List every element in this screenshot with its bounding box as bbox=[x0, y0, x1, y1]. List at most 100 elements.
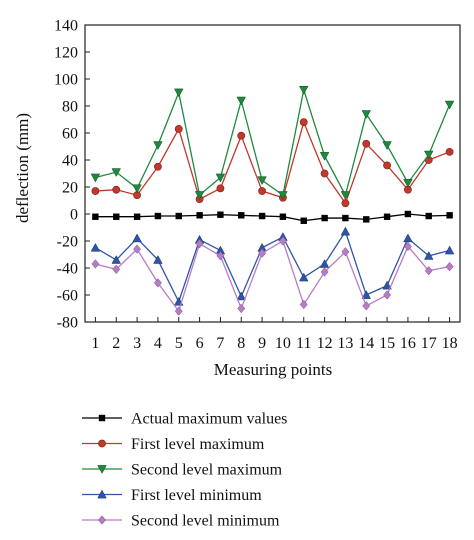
data-point bbox=[258, 212, 266, 220]
legend-label: Second level minimum bbox=[131, 513, 280, 530]
data-point bbox=[278, 191, 288, 200]
data-point bbox=[361, 110, 371, 119]
data-point bbox=[237, 131, 246, 140]
data-point bbox=[383, 213, 391, 220]
data-point bbox=[91, 259, 100, 269]
data-point bbox=[279, 213, 287, 220]
legend-marker bbox=[97, 465, 107, 474]
y-tick-label: 40 bbox=[62, 153, 78, 170]
y-tick-label: 80 bbox=[62, 99, 78, 116]
data-point bbox=[90, 173, 101, 183]
legend-label: Actual maximum values bbox=[131, 411, 287, 428]
data-point bbox=[215, 173, 226, 183]
data-point bbox=[445, 147, 454, 156]
data-point bbox=[111, 168, 121, 177]
data-point bbox=[424, 265, 433, 276]
data-point bbox=[258, 248, 267, 258]
data-point bbox=[112, 264, 121, 275]
data-point bbox=[404, 210, 412, 218]
data-point bbox=[383, 290, 392, 300]
series-2 bbox=[91, 118, 454, 208]
data-point bbox=[445, 261, 454, 272]
data-point bbox=[319, 152, 330, 161]
data-point bbox=[340, 226, 351, 236]
data-point bbox=[340, 191, 351, 200]
data-point bbox=[446, 212, 453, 219]
data-point bbox=[216, 251, 225, 261]
legend-item: First level maximum bbox=[82, 436, 265, 453]
data-point bbox=[362, 301, 371, 311]
data-point bbox=[154, 212, 162, 220]
data-point bbox=[154, 162, 162, 171]
x-tick-label: 12 bbox=[317, 335, 333, 352]
legend-label: First level maximum bbox=[131, 436, 265, 453]
x-tick-label: 8 bbox=[237, 335, 245, 352]
x-tick-label: 6 bbox=[196, 335, 204, 352]
series-line bbox=[95, 89, 451, 197]
data-point bbox=[362, 139, 371, 148]
data-point bbox=[299, 272, 309, 282]
data-point bbox=[403, 241, 412, 252]
data-point bbox=[174, 88, 184, 98]
series-3 bbox=[90, 85, 455, 200]
data-point bbox=[278, 236, 287, 246]
legend-label: First level minimum bbox=[131, 487, 262, 504]
y-tick-label: 0 bbox=[70, 207, 78, 224]
x-tick-label: 18 bbox=[442, 335, 458, 352]
data-point bbox=[132, 233, 142, 243]
data-point bbox=[425, 212, 432, 220]
data-point bbox=[299, 118, 308, 127]
data-point bbox=[257, 176, 267, 186]
y-tick-label: -20 bbox=[57, 234, 78, 251]
data-point bbox=[153, 255, 163, 264]
data-point bbox=[361, 290, 371, 299]
data-point bbox=[299, 85, 309, 95]
data-point bbox=[299, 299, 308, 310]
data-point bbox=[403, 179, 413, 188]
data-point bbox=[382, 280, 392, 290]
x-tick-label: 7 bbox=[216, 335, 224, 352]
series-line bbox=[95, 213, 450, 222]
data-point bbox=[341, 247, 350, 257]
data-point bbox=[363, 216, 370, 223]
series-line bbox=[95, 240, 450, 313]
data-point bbox=[383, 161, 391, 170]
data-point bbox=[237, 303, 246, 314]
y-tick-label: 60 bbox=[62, 126, 78, 143]
x-tick-label: 10 bbox=[275, 335, 291, 352]
legend: Actual maximum values First level maximum… bbox=[82, 411, 287, 530]
x-tick-label: 16 bbox=[400, 335, 416, 352]
data-point bbox=[195, 238, 204, 249]
data-point bbox=[300, 217, 307, 224]
x-tick-label: 15 bbox=[379, 335, 395, 352]
y-tick-label: 20 bbox=[62, 180, 78, 197]
data-point bbox=[236, 291, 246, 301]
series-line bbox=[95, 120, 450, 205]
data-point bbox=[153, 141, 163, 150]
data-point bbox=[196, 212, 203, 219]
x-tick-label: 1 bbox=[91, 335, 99, 352]
y-tick-label: 120 bbox=[54, 45, 78, 62]
x-tick-label: 13 bbox=[337, 335, 353, 352]
y-tick-label: -40 bbox=[57, 261, 78, 278]
data-point bbox=[321, 214, 328, 222]
data-point bbox=[174, 125, 183, 133]
data-point bbox=[133, 213, 141, 220]
data-point bbox=[132, 184, 142, 194]
data-point bbox=[153, 278, 162, 288]
data-point bbox=[236, 96, 246, 106]
x-axis-label: Measuring points bbox=[214, 360, 333, 379]
data-point bbox=[403, 233, 413, 243]
data-point bbox=[238, 212, 245, 219]
x-tick-label: 17 bbox=[421, 335, 437, 352]
legend-marker bbox=[97, 489, 107, 499]
data-point bbox=[112, 185, 121, 194]
x-tick-label: 14 bbox=[358, 335, 374, 352]
data-point bbox=[111, 255, 121, 264]
data-point bbox=[91, 187, 100, 195]
legend-item: Second level maximum bbox=[82, 462, 283, 479]
y-tick-label: 140 bbox=[54, 18, 78, 35]
legend-marker bbox=[98, 439, 106, 448]
y-tick-label: -80 bbox=[57, 315, 78, 332]
